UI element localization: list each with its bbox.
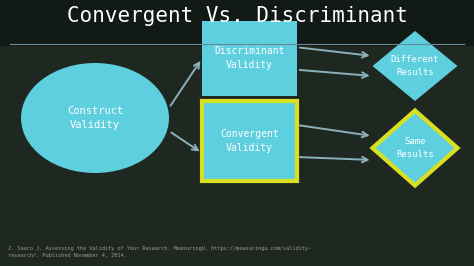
Polygon shape xyxy=(373,110,457,185)
Text: Discriminant
Validity: Discriminant Validity xyxy=(214,47,285,70)
Text: Convergent
Validity: Convergent Validity xyxy=(220,129,279,153)
Text: Different
Results: Different Results xyxy=(391,55,439,77)
Ellipse shape xyxy=(21,63,169,173)
Text: Same
Results: Same Results xyxy=(396,137,434,159)
Bar xyxy=(0,0,474,46)
Text: Construct
Validity: Construct Validity xyxy=(67,106,123,130)
Polygon shape xyxy=(373,31,457,101)
FancyBboxPatch shape xyxy=(202,101,297,181)
Text: 2. Sauro J. Assessing the Validity of Your Research. MeasuringU. https://measuri: 2. Sauro J. Assessing the Validity of Yo… xyxy=(8,246,311,258)
FancyBboxPatch shape xyxy=(202,21,297,96)
Text: Convergent Vs. Discriminant: Convergent Vs. Discriminant xyxy=(66,6,408,26)
